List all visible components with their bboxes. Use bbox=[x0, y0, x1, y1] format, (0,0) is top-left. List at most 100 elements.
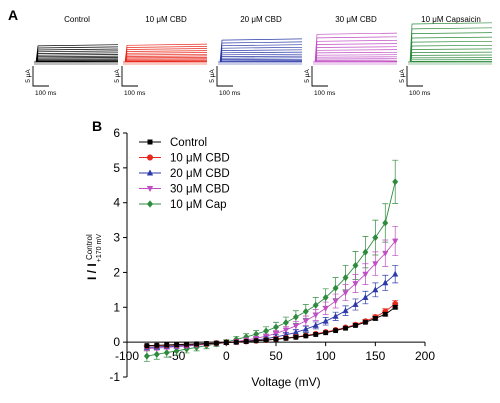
data-point bbox=[173, 347, 180, 355]
trace-lines bbox=[123, 43, 208, 63]
data-point bbox=[223, 340, 229, 345]
scale-bar bbox=[216, 66, 233, 87]
scale-bar bbox=[121, 66, 138, 87]
data-point bbox=[392, 178, 399, 186]
data-point bbox=[372, 286, 379, 293]
trace-lines bbox=[218, 38, 303, 63]
data-point bbox=[154, 342, 160, 348]
data-point bbox=[146, 200, 154, 208]
data-point bbox=[322, 293, 329, 302]
legend-label: 30 μM CBD bbox=[170, 184, 230, 196]
trace-title: 20 μM CBD bbox=[240, 15, 282, 24]
legend-label: 10 μM CBD bbox=[170, 153, 230, 165]
data-point bbox=[332, 284, 339, 292]
data-point bbox=[143, 352, 150, 360]
y-tick-label: 6 bbox=[113, 126, 120, 140]
legend: Control 10 μM CBD 20 μM CBD 30 μM CBD 10 μM … bbox=[139, 137, 230, 211]
scale-time-label: 100 ms bbox=[219, 90, 241, 97]
y-axis-label-main: I / I bbox=[85, 260, 99, 280]
data-point bbox=[283, 335, 289, 341]
series bbox=[144, 304, 399, 349]
data-point bbox=[272, 323, 280, 331]
x-tick-label: 200 bbox=[415, 349, 435, 363]
trace-family bbox=[218, 38, 303, 65]
data-point bbox=[146, 186, 154, 193]
data-point bbox=[322, 317, 329, 324]
x-tick-label: -100 bbox=[115, 349, 139, 363]
x-tick-label: 0 bbox=[223, 349, 230, 363]
data-point bbox=[303, 333, 309, 339]
scale-time-label: 100 ms bbox=[314, 90, 336, 97]
y-axis-label-subsub: +170 mV bbox=[96, 234, 103, 263]
scale-time-label: 100 ms bbox=[124, 90, 146, 97]
y-tick-label: 0 bbox=[113, 335, 120, 349]
trace-lines bbox=[34, 44, 119, 63]
trace-family bbox=[313, 32, 398, 65]
data-point bbox=[282, 318, 289, 327]
data-point bbox=[153, 350, 160, 358]
scale-time-label: 100 ms bbox=[35, 90, 57, 97]
data-point bbox=[263, 327, 270, 335]
trace-lines bbox=[313, 32, 398, 63]
data-point bbox=[372, 261, 379, 268]
data-point bbox=[292, 323, 299, 330]
data-point bbox=[342, 274, 349, 282]
data-point bbox=[382, 279, 389, 286]
x-tick-label: 150 bbox=[365, 349, 385, 363]
trace-title: 10 μM Capsaicin bbox=[421, 15, 481, 24]
data-point bbox=[343, 325, 348, 331]
trace-family bbox=[123, 43, 208, 65]
data-point bbox=[293, 334, 299, 340]
data-point bbox=[342, 307, 349, 314]
y-tick-label: 1 bbox=[113, 300, 120, 314]
data-point bbox=[302, 307, 309, 316]
x-tick-label: 50 bbox=[269, 349, 283, 363]
x-axis-label: Voltage (mV) bbox=[251, 375, 320, 389]
data-point bbox=[342, 290, 349, 297]
data-point bbox=[243, 339, 249, 344]
y-tick-label: 4 bbox=[113, 196, 120, 210]
y-tick-label: 3 bbox=[113, 231, 120, 245]
series bbox=[143, 226, 399, 352]
data-point bbox=[146, 154, 154, 161]
scale-current-label: 5 μA bbox=[25, 69, 32, 83]
data-point bbox=[352, 281, 359, 288]
data-point bbox=[233, 339, 239, 345]
data-point bbox=[362, 248, 369, 256]
data-point bbox=[213, 340, 219, 346]
legend-label: 20 μM CBD bbox=[170, 168, 230, 180]
data-point bbox=[392, 238, 399, 245]
data-point bbox=[333, 328, 339, 334]
scale-current-label: 5 μA bbox=[209, 69, 216, 83]
trace-title: Control bbox=[64, 15, 90, 24]
scale-bar bbox=[32, 66, 49, 87]
series-line bbox=[146, 240, 396, 349]
y-tick-label: -1 bbox=[109, 370, 120, 384]
data-point bbox=[382, 219, 389, 227]
data-point bbox=[392, 270, 399, 277]
data-point bbox=[382, 311, 388, 317]
series-line bbox=[146, 273, 396, 348]
x-tick-label: 100 bbox=[316, 349, 336, 363]
scale-bar bbox=[311, 66, 328, 87]
data-point bbox=[332, 312, 339, 319]
data-point bbox=[322, 305, 329, 312]
x-tick-label: -50 bbox=[168, 349, 186, 363]
legend-item: 20 μM CBD bbox=[139, 168, 230, 180]
trace-family bbox=[408, 22, 493, 65]
data-point bbox=[273, 336, 279, 342]
data-point bbox=[392, 304, 398, 310]
panel-a-label: A bbox=[8, 7, 18, 23]
data-point bbox=[146, 169, 154, 176]
legend-label: 10 μM Cap bbox=[170, 199, 226, 211]
data-point bbox=[312, 321, 319, 328]
data-point bbox=[302, 318, 309, 325]
data-point bbox=[147, 139, 153, 145]
trace-lines bbox=[408, 22, 493, 63]
scale-current-label: 5 μA bbox=[114, 69, 121, 83]
data-point bbox=[302, 325, 309, 332]
data-point bbox=[372, 233, 379, 242]
data-point bbox=[362, 271, 369, 278]
data-point bbox=[282, 327, 290, 334]
